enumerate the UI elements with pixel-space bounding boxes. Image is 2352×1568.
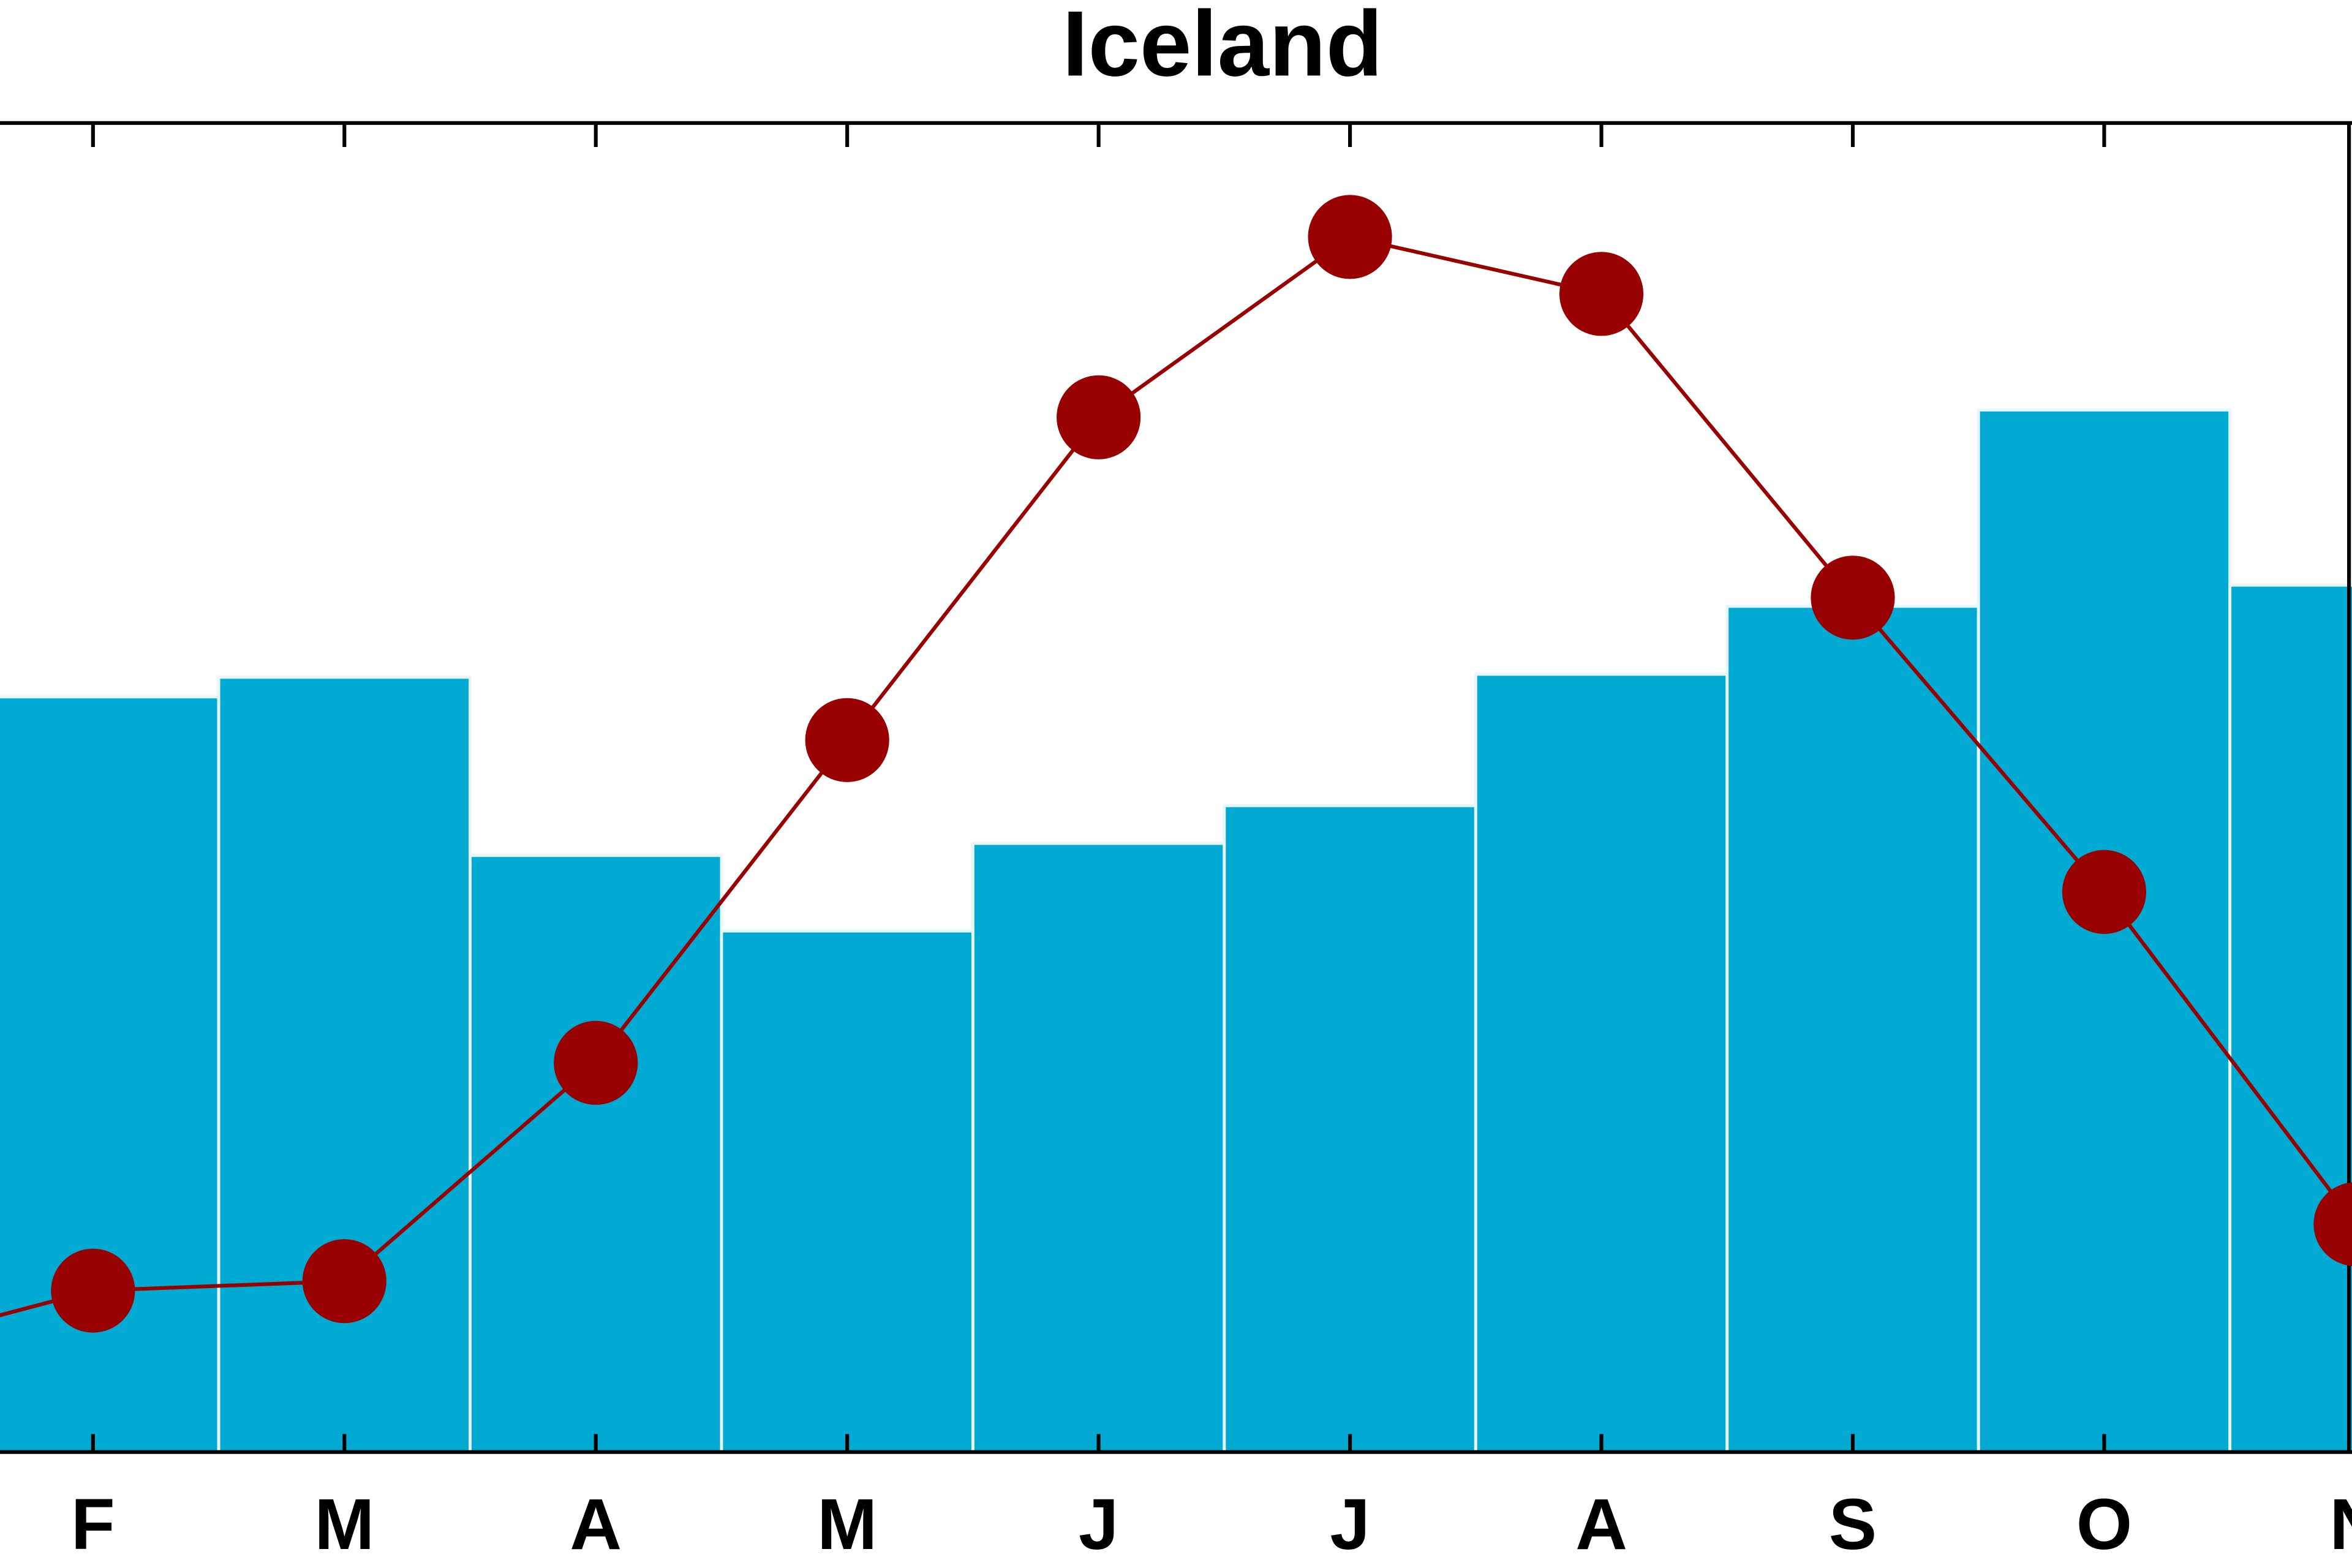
- marker: [1811, 556, 1895, 640]
- x-tick-label: J: [1079, 1484, 1118, 1564]
- marker: [51, 1248, 135, 1333]
- x-tick-label: O: [2076, 1484, 2132, 1564]
- marker: [1057, 375, 1141, 459]
- bar: [971, 842, 1226, 1454]
- marker: [1308, 195, 1392, 279]
- marker: [302, 1239, 386, 1324]
- marker: [2313, 1182, 2352, 1266]
- bar: [469, 854, 723, 1454]
- bar: [2228, 583, 2352, 1454]
- marker: [2062, 850, 2146, 934]
- x-tick-label: S: [1829, 1484, 1877, 1564]
- x-tick-label: J: [1330, 1484, 1370, 1564]
- marker: [554, 1020, 638, 1105]
- bar: [1223, 804, 1477, 1454]
- bar: [720, 929, 974, 1454]
- bar: [1474, 673, 1729, 1454]
- chart-title: Iceland: [1062, 0, 1382, 96]
- x-tick-label: A: [570, 1484, 622, 1564]
- marker: [1559, 252, 1644, 336]
- x-tick-label: A: [1575, 1484, 1627, 1564]
- bar: [1725, 605, 1980, 1454]
- bar: [0, 695, 221, 1454]
- x-tick-label: M: [314, 1484, 374, 1564]
- x-tick-label: F: [71, 1484, 115, 1564]
- bar: [217, 676, 472, 1454]
- x-tick-label: N: [2329, 1484, 2352, 1564]
- x-tick-label: M: [817, 1484, 877, 1564]
- plot-area: FMAMJJASON: [0, 121, 2352, 1564]
- marker: [805, 698, 889, 782]
